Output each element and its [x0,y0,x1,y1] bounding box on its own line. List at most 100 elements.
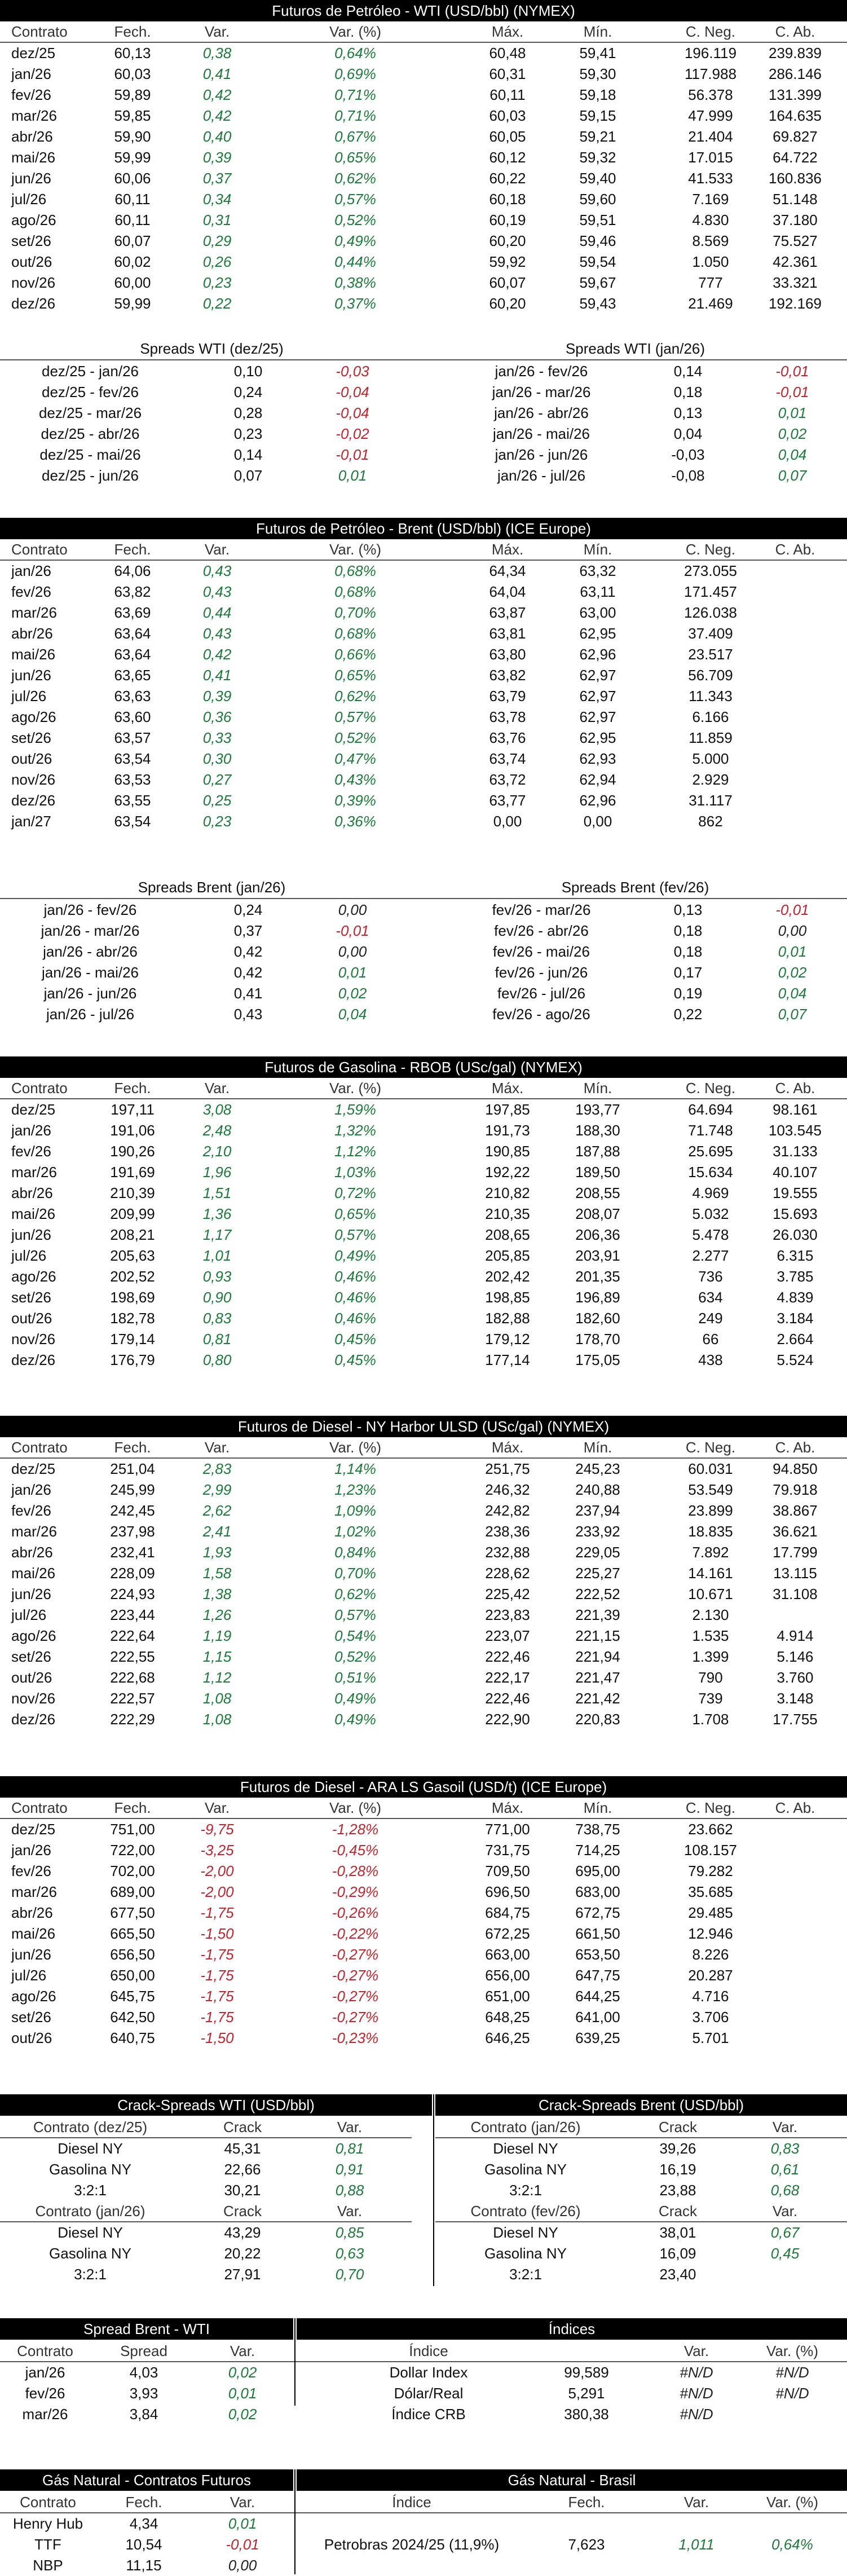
section-title: Crack-Spreads Brent (USD/bbl) [435,2094,847,2116]
cell-max: 60,11 [489,86,526,103]
cell-contrato: jun/26 [11,667,51,684]
cell-contrato: abr/26 [11,625,53,642]
cell-max: 60,18 [489,191,526,208]
cell: #N/D [680,2406,713,2423]
cell-fech: 751,00 [110,1821,155,1838]
crack-row: 3:2:1 27,91 0,70 [0,2264,412,2285]
spread-title-left: Spreads Brent (jan/26) [138,879,286,896]
col-header-contrato: Contrato [11,1799,68,1816]
cell-cneg: 1.050 [692,253,729,270]
cell-min: 221,15 [575,1627,620,1644]
cell-fech: 63,54 [114,750,151,767]
cell-varp: -0,27% [332,1988,379,2005]
cell-min: 188,30 [575,1122,620,1139]
cell-contrato: jan/26 [11,1842,51,1859]
cell-var: 0,23 [202,813,232,830]
cell-contrato: abr/26 [11,1544,53,1561]
cell-fech: 64,06 [114,562,151,579]
col-header-max: Máx. [491,1799,524,1816]
cell-min: 672,75 [575,1904,620,1921]
cell-contrato: out/26 [11,750,52,767]
column-header-row: Contrato Fech. Var. Var. (%) Máx. Mín. C. Neg.… [0,21,847,42]
spread-value: 0,17 [673,964,703,981]
col-header-varp: Var. (%) [329,1439,381,1456]
cell-min: 62,97 [579,708,616,725]
cell-varp: 0,49% [334,1711,376,1728]
cell-var: 0,37 [202,170,232,187]
cell-min: 196,89 [575,1289,620,1306]
cell-varp: 0,39% [334,792,376,809]
crack-col-header: Crack [223,2203,262,2220]
col-header-fech: Fech. [114,1799,151,1816]
col-header-cneg: C. Neg. [685,1080,736,1097]
spread-row: jan/26 - jul/26 0,43 0,04 fev/26 - ago/26 0,… [0,1004,847,1025]
spread-var: 0,00 [778,922,807,939]
table-row: mai/26 665,50 -1,50 -0,22% 672,25 661,50 12.94… [0,1923,847,1944]
cell-max: 222,46 [485,1690,530,1707]
cell: fev/26 [25,2385,65,2402]
cell-varp: -0,27% [332,1946,379,1963]
crack-col-header: Contrato (dez/25) [33,2119,148,2135]
col-header-cab: C. Ab. [775,1799,815,1816]
cell-max: 63,72 [489,771,526,788]
crack-cell: 0,91 [335,2161,364,2178]
table-row: dez/25 251,04 2,83 1,14% 251,75 245,23 60.031 9… [0,1459,847,1479]
table-row: out/26 640,75 -1,50 -0,23% 646,25 639,25 5.701 [0,2028,847,2049]
cell-var: 0,22 [202,295,232,312]
crack-cell: Gasolina NY [49,2161,131,2178]
cell-min: 203,91 [575,1247,620,1264]
table-row: TTF 10,54 -0,01 Petrobras 2024/25 (11,9%) 7,… [0,2534,847,2555]
table-row: jan/26 245,99 2,99 1,23% 246,32 240,88 53.549 7… [0,1479,847,1500]
cell-var: 2,41 [202,1523,232,1540]
crack-cell: 3:2:1 [509,2266,542,2283]
table-row: mai/26 228,09 1,58 0,70% 228,62 225,27 14.161 1… [0,1563,847,1584]
col-header-fech: Fech. [114,541,151,558]
cell-fech: 222,64 [110,1627,155,1644]
crack-col-header: Var. [337,2119,363,2135]
cell-cneg: 736 [698,1268,723,1285]
cell-fech: 60,00 [114,274,151,291]
cell-var: 0,27 [202,771,232,788]
cell: 11,15 [126,2557,162,2574]
cell: 0,64% [771,2536,813,2553]
cell-contrato: set/26 [11,232,51,249]
col-header-min: Mín. [583,1439,612,1456]
cell-var: 0,93 [202,1268,232,1285]
crack-col-header: Crack [223,2119,262,2135]
column-header-row: Contrato Fech. Var. Var. (%) Máx. Mín. C. Neg.… [0,539,847,560]
crack-cell: 0,68 [770,2182,800,2199]
spread-var: 0,00 [338,901,367,918]
cell-min: 59,30 [579,65,616,82]
crack-cell: 20,22 [224,2245,261,2262]
cell-min: 63,00 [579,604,616,621]
cell-cneg: 5.000 [692,750,729,767]
brent-table: Futuros de Petróleo - Brent (USD/bbl) (I… [0,518,847,830]
table-row: abr/26 232,41 1,93 0,84% 232,88 229,05 7.892 17… [0,1542,847,1563]
col-header-varp: Var. (%) [329,23,381,40]
cell-cab: 13.115 [773,1565,817,1582]
crack-cell: 0,67 [770,2224,800,2241]
col-header-contrato: Contrato [11,23,68,40]
cell-max: 179,12 [485,1331,530,1348]
cell: 0,02 [228,2406,257,2423]
cell-cneg: 126.038 [684,604,737,621]
table-row: ago/26 645,75 -1,75 -0,27% 651,00 644,25 4.716 [0,1986,847,2007]
cell-contrato: mar/26 [11,1164,57,1181]
cell-min: 59,51 [579,212,616,228]
cell-var: 1,36 [202,1205,232,1222]
crack-cell: 0,85 [335,2224,364,2241]
table-row: ago/26 222,64 1,19 0,54% 223,07 221,15 1.535 4.… [0,1626,847,1646]
cell-max: 64,04 [489,583,526,600]
table-row: dez/25 197,11 3,08 1,59% 197,85 193,77 64.694 9… [0,1099,847,1120]
cell-contrato: dez/26 [11,1351,56,1368]
table-row: Henry Hub 4,34 0,01 [0,2513,847,2534]
cell-cneg: 8.226 [692,1946,729,1963]
cell-fech: 223,44 [110,1606,155,1623]
cell-cneg: 273.055 [684,562,737,579]
cell-var: 0,40 [202,128,232,145]
spread-label: jan/26 - jul/26 [46,1006,135,1023]
cell-contrato: nov/26 [11,771,56,788]
cell-cneg: 1.708 [692,1711,729,1728]
cell-max: 192,22 [485,1164,530,1181]
spread-value: 0,18 [673,384,703,400]
